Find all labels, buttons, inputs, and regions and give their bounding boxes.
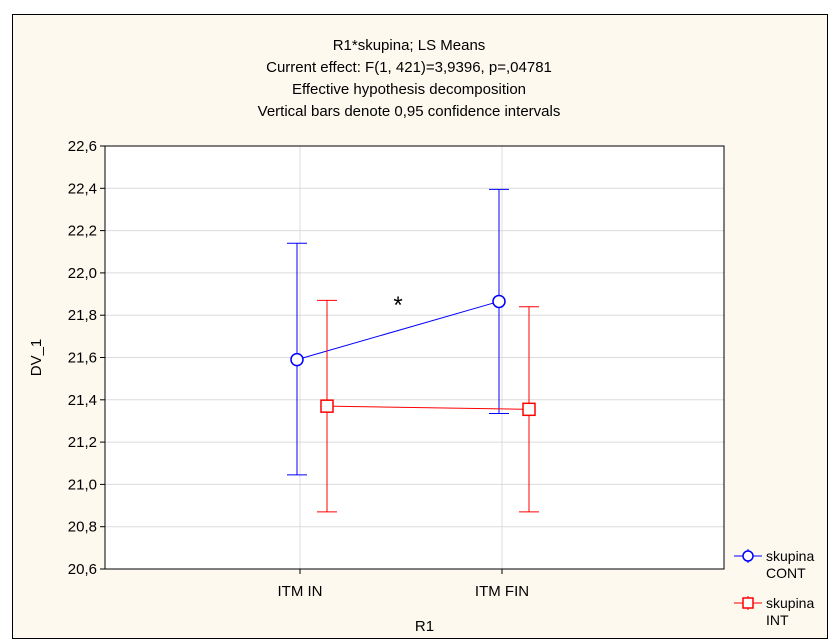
x-axis-label: R1 bbox=[415, 618, 434, 635]
legend-symbol-int bbox=[734, 596, 762, 610]
x-axis-ticks: ITM IN ITM FIN bbox=[278, 569, 529, 600]
y-tick-label: 22,6 bbox=[68, 138, 97, 155]
legend-label: skupina bbox=[766, 548, 814, 564]
x-tick-label: ITM IN bbox=[278, 583, 323, 600]
significance-annotation: * bbox=[393, 292, 402, 319]
y-tick-label: 21,0 bbox=[68, 476, 97, 493]
legend-marker-circle bbox=[742, 550, 754, 562]
title-line: Effective hypothesis decomposition bbox=[292, 81, 526, 98]
legend-label: INT bbox=[766, 612, 789, 628]
legend-label: skupina bbox=[766, 595, 814, 611]
chart-titles: R1*skupina; LS Means Current effect: F(1,… bbox=[258, 37, 561, 120]
y-tick-label: 21,6 bbox=[68, 350, 97, 367]
series-line bbox=[296, 300, 500, 361]
series-cont bbox=[287, 188, 509, 476]
y-axis-label: DV_1 bbox=[28, 339, 45, 377]
title-line: R1*skupina; LS Means bbox=[333, 37, 486, 54]
title-line: Vertical bars denote 0,95 confidence int… bbox=[258, 103, 561, 120]
title-line: Current effect: F(1, 421)=3,9396, p=,047… bbox=[266, 59, 552, 76]
data-point-circle bbox=[290, 352, 304, 367]
data-point-square bbox=[522, 402, 536, 417]
legend-label: CONT bbox=[766, 565, 806, 581]
y-tick-label: 20,6 bbox=[68, 561, 97, 578]
legend-symbol-cont bbox=[734, 549, 762, 563]
x-tick-label: ITM FIN bbox=[475, 583, 529, 600]
y-tick-label: 20,8 bbox=[68, 519, 97, 536]
y-tick-label: 22,4 bbox=[68, 180, 97, 197]
y-tick-label: 21,2 bbox=[68, 434, 97, 451]
data-point-circle bbox=[492, 294, 506, 309]
y-tick-label: 22,0 bbox=[68, 265, 97, 282]
y-tick-label: 21,4 bbox=[68, 392, 97, 409]
series-line bbox=[326, 405, 530, 410]
chart-svg: R1*skupina; LS Means Current effect: F(1,… bbox=[28, 37, 814, 635]
data-point-square bbox=[320, 399, 334, 413]
y-tick-label: 21,8 bbox=[68, 307, 97, 324]
series-layer bbox=[287, 188, 539, 513]
y-axis-ticks: 20,6 20,8 21,0 21,2 21,4 21,6 21,8 22,0 22,2 22,4… bbox=[68, 138, 105, 578]
legend-marker-square bbox=[742, 597, 754, 609]
chart-frame: R1*skupina; LS Means Current effect: F(1,… bbox=[12, 14, 828, 639]
series-int bbox=[317, 299, 539, 513]
y-tick-label: 22,2 bbox=[68, 223, 97, 240]
